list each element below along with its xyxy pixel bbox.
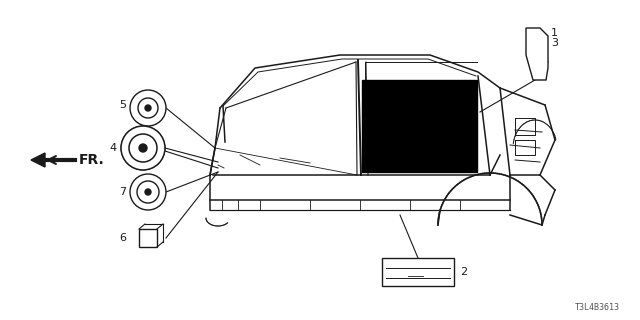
Circle shape: [130, 90, 166, 126]
Circle shape: [137, 181, 159, 203]
Polygon shape: [31, 153, 45, 167]
Circle shape: [145, 105, 151, 111]
Circle shape: [129, 134, 157, 162]
Circle shape: [138, 98, 158, 118]
Text: 5: 5: [119, 100, 126, 110]
Bar: [382, 258, 454, 286]
Circle shape: [145, 189, 151, 195]
Text: 2: 2: [460, 267, 467, 277]
Bar: [139, 229, 157, 247]
Text: 6: 6: [119, 233, 126, 243]
Text: 7: 7: [119, 187, 126, 197]
Polygon shape: [362, 80, 477, 172]
Circle shape: [130, 174, 166, 210]
Text: 1: 1: [551, 28, 558, 38]
Text: FR.: FR.: [79, 153, 105, 167]
Text: T3L4B3613: T3L4B3613: [575, 303, 620, 312]
Polygon shape: [526, 28, 548, 80]
Circle shape: [139, 144, 147, 152]
Text: 4: 4: [110, 143, 117, 153]
Circle shape: [121, 126, 165, 170]
Text: 3: 3: [551, 38, 558, 48]
